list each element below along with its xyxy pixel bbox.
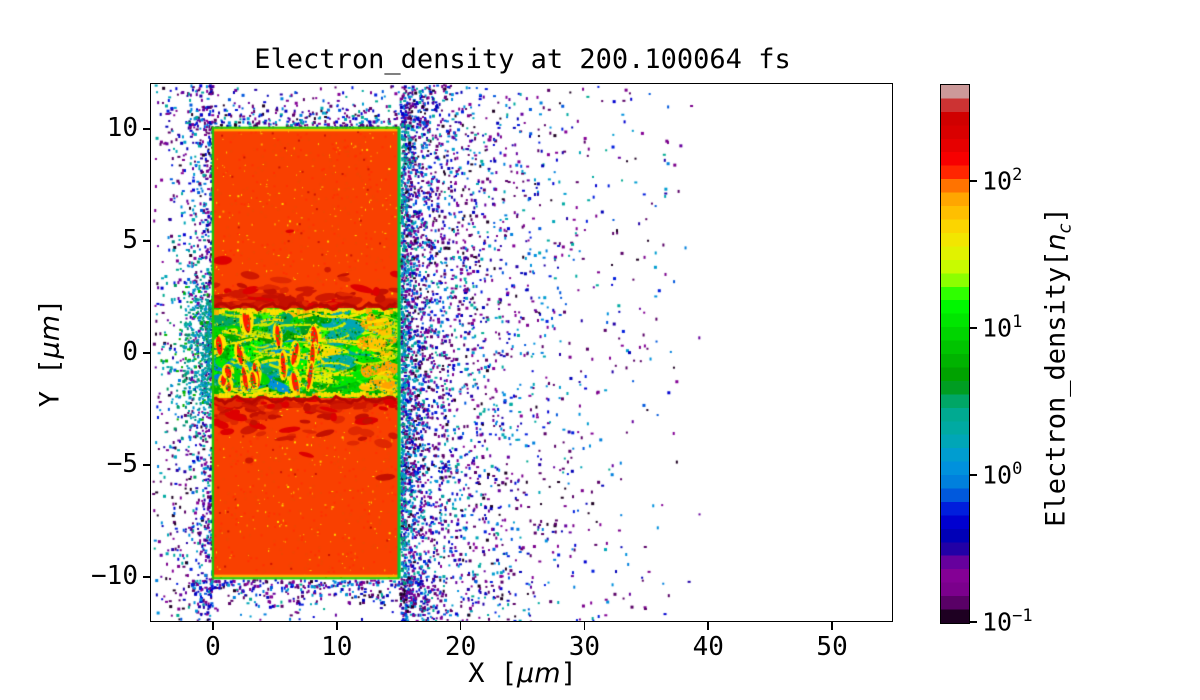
- x-tick: [583, 622, 586, 630]
- x-tick-label: 30: [568, 632, 601, 662]
- y-tick-label: 10: [106, 112, 138, 143]
- x-tick-label: 50: [816, 632, 848, 662]
- plot-title: Electron_density at 200.100064 fs: [254, 44, 791, 75]
- y-tick: [143, 576, 151, 578]
- colorbar-tick-label: 10−1: [982, 606, 1033, 637]
- y-tick-label: −5: [106, 448, 138, 479]
- colorbar-tick-label: 100: [982, 459, 1023, 490]
- colorbar-tick-label: 102: [982, 165, 1023, 196]
- x-tick-label: 20: [444, 632, 477, 662]
- y-tick-label: 0: [122, 336, 138, 367]
- y-tick: [143, 240, 151, 242]
- colorbar-tick: [969, 621, 977, 623]
- axes-frame: [150, 83, 893, 622]
- colorbar-tick: [969, 180, 977, 182]
- y-tick-label: −10: [91, 560, 138, 591]
- x-tick: [831, 622, 833, 630]
- y-tick: [143, 128, 151, 130]
- x-tick-label: 0: [205, 632, 221, 662]
- colorbar: [940, 84, 970, 624]
- colorbar-tick: [969, 474, 977, 476]
- heatmap-canvas: [151, 84, 894, 622]
- x-tick: [335, 622, 338, 630]
- x-tick: [707, 622, 710, 630]
- y-tick: [143, 464, 151, 466]
- colorbar-tick-label: 101: [982, 312, 1023, 343]
- x-tick-label: 10: [321, 632, 353, 662]
- x-axis-label: X [μm]: [468, 658, 577, 689]
- x-tick: [212, 622, 214, 630]
- y-tick-label: 5: [122, 224, 138, 255]
- y-tick: [143, 352, 151, 354]
- x-tick-label: 40: [692, 632, 724, 662]
- y-axis-label: Y [μm]: [34, 298, 66, 408]
- colorbar-label: Electron_density[nc]: [1040, 207, 1076, 527]
- colorbar-tick: [969, 327, 977, 329]
- x-tick: [459, 622, 462, 630]
